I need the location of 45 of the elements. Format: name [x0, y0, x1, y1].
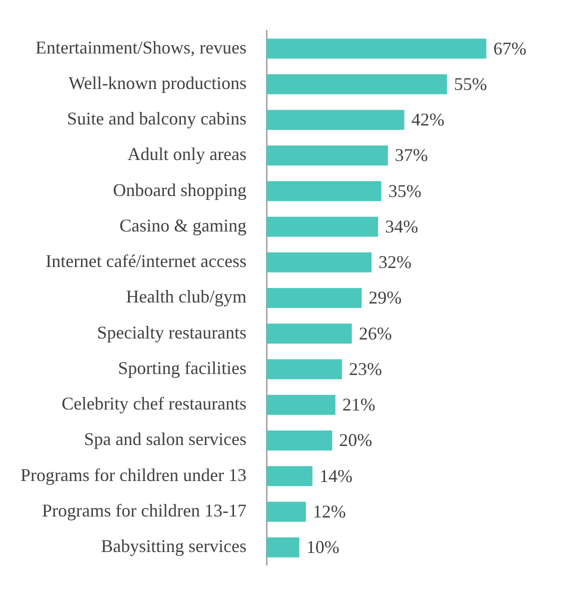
data-label: 20% [339, 430, 372, 450]
data-label: 32% [378, 252, 412, 272]
y-tick-label: Programs for children under 13 [20, 464, 246, 485]
y-tick-label: Well-known productions [68, 72, 246, 93]
data-label: 23% [348, 358, 382, 379]
bar [266, 537, 300, 558]
bar [266, 359, 342, 380]
bar [266, 324, 352, 344]
data-label: 35% [388, 180, 422, 201]
data-label: 55% [454, 74, 487, 94]
data-label: 42% [411, 110, 444, 130]
data-label: 21% [342, 394, 376, 415]
y-tick-label: Suite and balcony cabins [67, 108, 246, 129]
data-label: 12% [312, 501, 346, 522]
bar [266, 110, 404, 130]
y-tick-label: Health club/gym [126, 286, 246, 307]
y-tick-label: Sporting facilities [118, 358, 246, 378]
data-label: 34% [385, 216, 418, 236]
bar [266, 38, 486, 59]
y-tick-label: Babysitting services [101, 536, 246, 556]
y-tick-label: Casino & gaming [120, 215, 246, 236]
bar [266, 288, 362, 308]
bar [266, 466, 312, 486]
y-tick-label: Specialty restaurants [97, 322, 246, 342]
bar [266, 394, 336, 415]
y-tick-label: Onboard shopping [113, 180, 246, 200]
bar [266, 502, 306, 522]
y-tick-label: Adult only areas [128, 144, 246, 164]
y-tick-label: Programs for children 13-17 [42, 500, 246, 520]
y-tick-label: Entertainment/Shows, revues [36, 37, 246, 58]
data-label: 37% [394, 145, 428, 166]
y-tick-label: Spa and salon services [84, 429, 246, 450]
bar [266, 430, 332, 450]
data-label: 67% [493, 38, 526, 58]
data-label: 10% [306, 537, 340, 558]
bar [266, 74, 447, 94]
data-label: 14% [319, 466, 352, 486]
data-label: 26% [358, 323, 392, 344]
bar [266, 181, 382, 202]
bar [266, 252, 372, 272]
y-tick-label: Celebrity chef restaurants [62, 394, 246, 414]
data-label: 29% [368, 288, 402, 308]
bar [266, 216, 378, 237]
y-tick-label: Internet café/internet access [46, 251, 246, 272]
bar [266, 146, 388, 166]
